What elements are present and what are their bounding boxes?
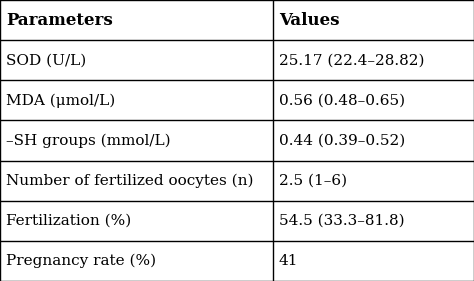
Text: MDA (μmol/L): MDA (μmol/L) [6,93,115,108]
Text: Parameters: Parameters [6,12,113,29]
Text: Fertilization (%): Fertilization (%) [6,214,131,228]
Text: SOD (U/L): SOD (U/L) [6,53,86,67]
Text: 0.56 (0.48–0.65): 0.56 (0.48–0.65) [279,93,405,107]
Text: 2.5 (1–6): 2.5 (1–6) [279,174,347,188]
Text: –SH groups (mmol/L): –SH groups (mmol/L) [6,133,171,148]
Text: 25.17 (22.4–28.82): 25.17 (22.4–28.82) [279,53,424,67]
Text: 41: 41 [279,254,298,268]
Text: 54.5 (33.3–81.8): 54.5 (33.3–81.8) [279,214,404,228]
Text: Number of fertilized oocytes (n): Number of fertilized oocytes (n) [6,173,254,188]
Text: 0.44 (0.39–0.52): 0.44 (0.39–0.52) [279,133,405,148]
Text: Values: Values [279,12,339,29]
Text: Pregnancy rate (%): Pregnancy rate (%) [6,254,156,268]
